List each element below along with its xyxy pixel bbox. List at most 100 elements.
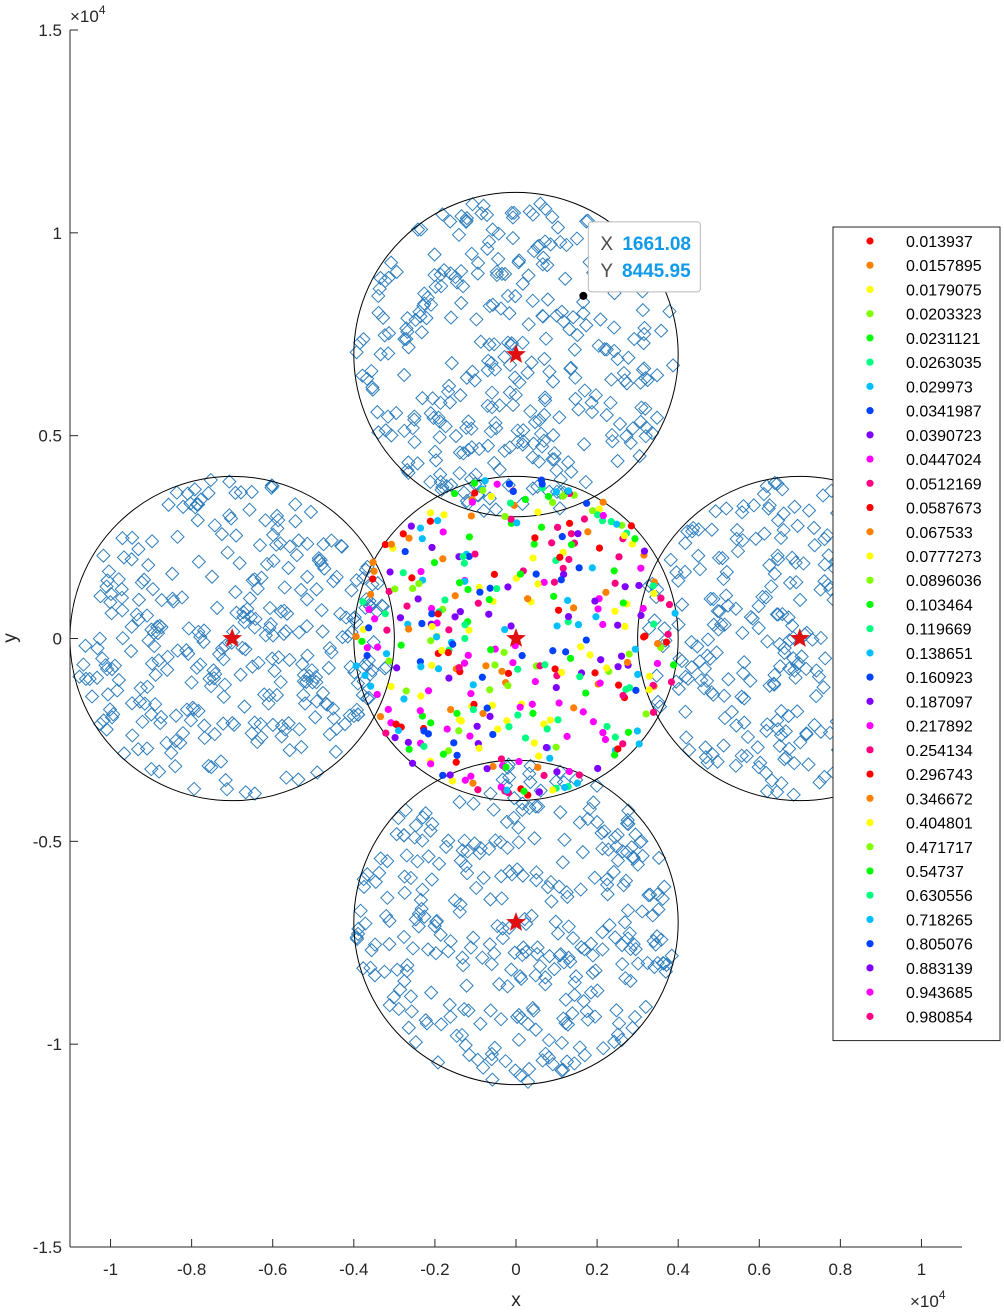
interferer-marker xyxy=(576,306,591,321)
interferer-marker xyxy=(397,869,412,884)
interferer-marker xyxy=(206,671,222,686)
base-stations xyxy=(222,344,810,931)
user-point xyxy=(460,559,468,567)
interferer-marker xyxy=(507,945,522,960)
interferer-marker xyxy=(503,962,519,977)
interferer-marker xyxy=(813,724,829,739)
interferer-marker xyxy=(601,842,616,857)
interferer-marker xyxy=(475,950,490,965)
user-point xyxy=(521,734,530,742)
interferer-marker xyxy=(525,1000,541,1016)
interferer-marker xyxy=(380,409,396,424)
interferer-marker xyxy=(641,887,656,903)
interferer-marker xyxy=(266,553,281,569)
interferer-marker xyxy=(305,675,320,690)
interferer-marker xyxy=(563,954,578,969)
user-point xyxy=(381,540,390,549)
user-point xyxy=(393,664,401,672)
interferer-marker xyxy=(597,342,612,357)
interferer-marker xyxy=(299,619,315,634)
legend[interactable]: 0.013937 0.0157895 0.0179075 0.0203323 0.023… xyxy=(832,226,1001,1042)
interferer-marker xyxy=(529,872,544,888)
interferer-marker xyxy=(807,538,822,553)
user-point xyxy=(607,518,615,526)
datatip[interactable]: X 1661.08 Y 8445.95 xyxy=(579,221,701,300)
interferer-marker xyxy=(511,253,527,268)
interferer-marker xyxy=(469,312,484,327)
user-point xyxy=(402,687,410,695)
interferer-marker xyxy=(349,573,364,588)
interferer-marker xyxy=(476,198,491,213)
interferer-marker xyxy=(197,730,212,746)
y-exponent-power: 4 xyxy=(99,3,106,17)
interferer-marker xyxy=(187,482,202,497)
interferer-marker xyxy=(476,503,492,518)
interferer-marker xyxy=(411,919,426,934)
interferer-marker xyxy=(607,343,622,359)
interferer-marker xyxy=(153,709,169,725)
interferer-marker xyxy=(315,685,331,701)
interferer-marker xyxy=(131,541,146,557)
user-point xyxy=(514,711,522,719)
interferer-marker xyxy=(247,786,263,801)
interferer-marker xyxy=(538,977,553,992)
interferer-marker xyxy=(433,927,448,942)
interferer-marker xyxy=(787,663,802,678)
legend-entry: 0.296743 xyxy=(866,767,973,784)
interferer-marker xyxy=(228,485,243,501)
user-point xyxy=(376,712,385,721)
interferer-marker xyxy=(267,663,282,679)
interferer-marker xyxy=(716,738,731,753)
interferer-marker xyxy=(770,607,786,622)
user-point xyxy=(363,651,371,660)
user-point xyxy=(438,646,446,655)
interferer-marker xyxy=(232,555,247,571)
interferer-marker xyxy=(635,302,651,318)
user-point xyxy=(434,610,442,618)
interferer-marker xyxy=(625,849,641,865)
interferer-marker xyxy=(745,611,760,626)
interferer-marker xyxy=(575,844,591,860)
interferer-marker xyxy=(582,801,597,817)
interferer-marker xyxy=(144,761,159,777)
interferer-marker xyxy=(526,1003,541,1018)
interferer-marker xyxy=(628,941,643,957)
user-point xyxy=(589,507,597,515)
datatip-y-value: 8445.95 xyxy=(622,261,691,282)
user-point xyxy=(400,695,408,703)
interferer-marker xyxy=(131,612,147,627)
legend-label: 0.0587673 xyxy=(906,501,982,518)
user-point xyxy=(552,488,560,496)
legend-entry: 0.160923 xyxy=(866,670,973,687)
interferer-marker xyxy=(504,336,519,351)
interferer-marker xyxy=(700,632,716,647)
user-point xyxy=(565,519,574,527)
interferer-marker xyxy=(216,716,231,731)
interferer-marker xyxy=(259,556,275,572)
interferer-marker xyxy=(456,1001,472,1017)
interferer-marker xyxy=(730,543,746,559)
interferer-marker xyxy=(811,669,827,684)
legend-entry: 0.067533 xyxy=(866,525,973,542)
interferer-marker xyxy=(595,925,610,940)
interferer-marker xyxy=(557,832,572,847)
interferer-marker xyxy=(460,844,475,859)
interferer-marker xyxy=(428,453,444,468)
user-point xyxy=(553,523,562,531)
interferer-marker xyxy=(806,520,822,536)
interferer-marker xyxy=(490,918,505,934)
user-point xyxy=(486,584,494,592)
user-point xyxy=(403,602,411,610)
datatip-marker[interactable] xyxy=(579,291,588,300)
interferer-marker xyxy=(565,930,581,946)
user-point xyxy=(428,661,436,669)
legend-label: 0.0179075 xyxy=(906,282,982,299)
interferer-marker xyxy=(400,462,415,478)
user-point xyxy=(407,522,415,530)
interferer-marker xyxy=(710,754,725,769)
interferer-marker xyxy=(297,696,313,711)
x-tick-label: 1 xyxy=(917,1260,926,1279)
interferer-marker xyxy=(360,691,375,706)
interferer-marker xyxy=(397,423,412,439)
user-point xyxy=(619,599,627,607)
